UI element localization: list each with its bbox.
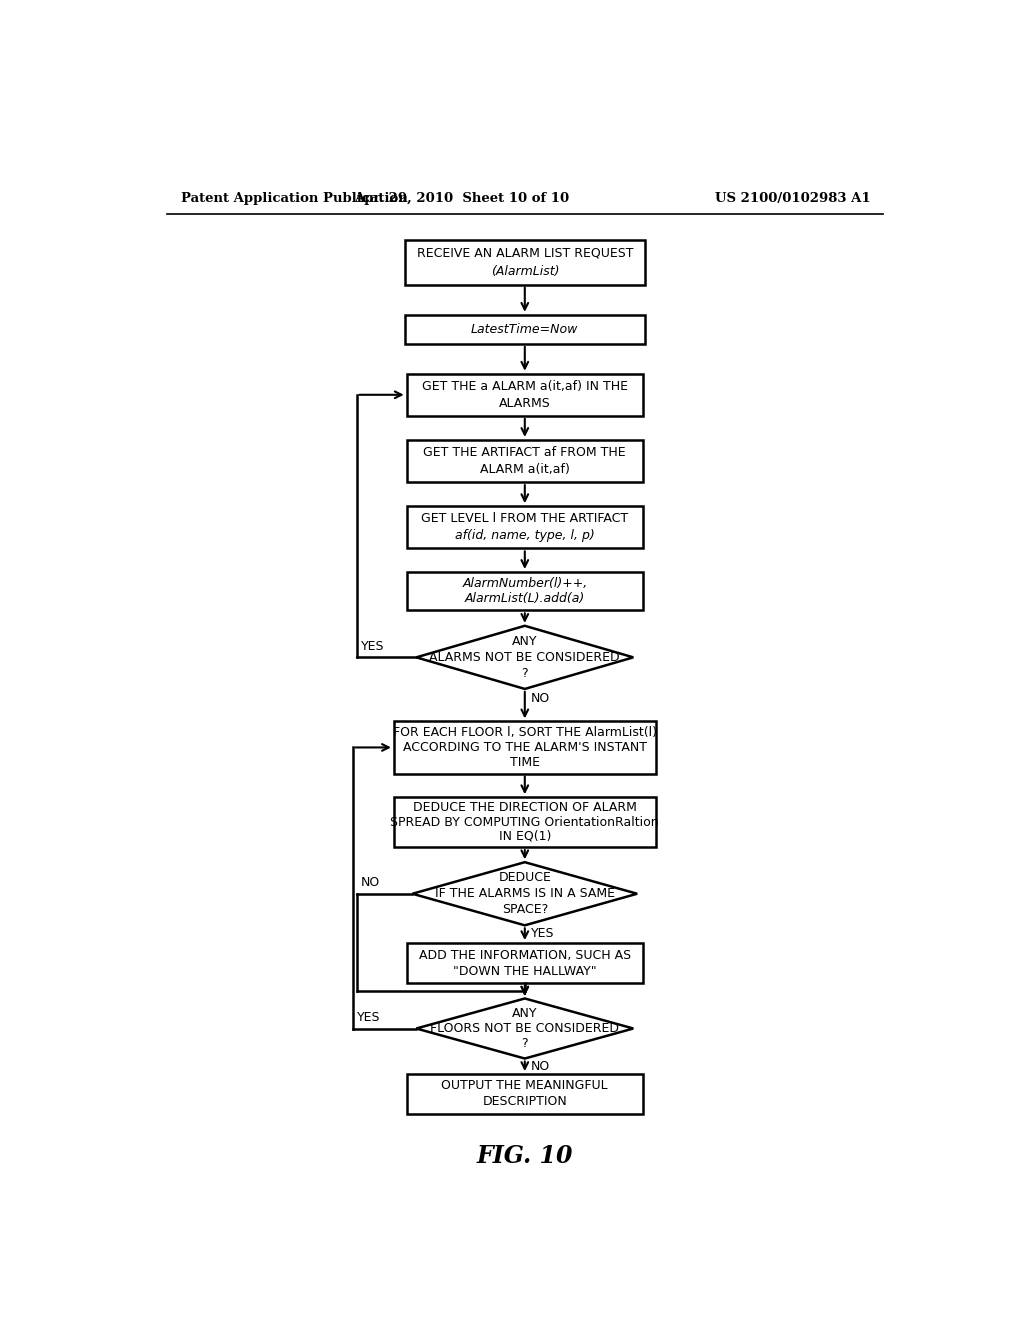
Text: DEDUCE THE DIRECTION OF ALARM: DEDUCE THE DIRECTION OF ALARM bbox=[413, 801, 637, 814]
Text: LatestTime=Now: LatestTime=Now bbox=[471, 323, 579, 335]
Text: NO: NO bbox=[360, 876, 380, 890]
Text: GET LEVEL l FROM THE ARTIFACT: GET LEVEL l FROM THE ARTIFACT bbox=[421, 512, 629, 525]
Text: ALARMS: ALARMS bbox=[499, 397, 551, 409]
FancyBboxPatch shape bbox=[394, 797, 655, 847]
Text: GET THE a ALARM a(it,af) IN THE: GET THE a ALARM a(it,af) IN THE bbox=[422, 380, 628, 393]
Text: ALARM a(it,af): ALARM a(it,af) bbox=[480, 463, 569, 477]
FancyBboxPatch shape bbox=[407, 942, 643, 983]
Text: OUTPUT THE MEANINGFUL: OUTPUT THE MEANINGFUL bbox=[441, 1080, 608, 1093]
FancyBboxPatch shape bbox=[407, 374, 643, 416]
Text: ANY: ANY bbox=[512, 635, 538, 648]
Text: NO: NO bbox=[531, 692, 550, 705]
Text: DEDUCE: DEDUCE bbox=[499, 871, 551, 884]
Text: YES: YES bbox=[356, 1011, 380, 1024]
FancyBboxPatch shape bbox=[404, 314, 645, 345]
Text: NO: NO bbox=[531, 1060, 550, 1073]
Text: IN EQ(1): IN EQ(1) bbox=[499, 830, 551, 843]
FancyBboxPatch shape bbox=[407, 440, 643, 482]
Text: FIG. 10: FIG. 10 bbox=[476, 1143, 573, 1168]
Text: TIME: TIME bbox=[510, 756, 540, 770]
Text: YES: YES bbox=[531, 927, 555, 940]
Text: SPREAD BY COMPUTING OrientationRaltion: SPREAD BY COMPUTING OrientationRaltion bbox=[390, 816, 659, 829]
FancyBboxPatch shape bbox=[404, 240, 645, 285]
Text: af(id, name, type, l, p): af(id, name, type, l, p) bbox=[455, 529, 595, 543]
FancyBboxPatch shape bbox=[394, 721, 655, 774]
Text: FLOORS NOT BE CONSIDERED: FLOORS NOT BE CONSIDERED bbox=[430, 1022, 620, 1035]
Text: US 2100/0102983 A1: US 2100/0102983 A1 bbox=[715, 191, 870, 205]
Text: YES: YES bbox=[360, 640, 384, 653]
Text: IF THE ALARMS IS IN A SAME: IF THE ALARMS IS IN A SAME bbox=[435, 887, 614, 900]
Text: SPACE?: SPACE? bbox=[502, 903, 548, 916]
Text: FOR EACH FLOOR l, SORT THE AlarmList(l): FOR EACH FLOOR l, SORT THE AlarmList(l) bbox=[393, 726, 656, 739]
Polygon shape bbox=[413, 862, 637, 925]
FancyBboxPatch shape bbox=[407, 572, 643, 610]
FancyBboxPatch shape bbox=[407, 1074, 643, 1114]
Text: ?: ? bbox=[521, 1038, 528, 1049]
Text: AlarmNumber(l)++,: AlarmNumber(l)++, bbox=[462, 577, 588, 590]
Polygon shape bbox=[417, 998, 633, 1059]
Text: RECEIVE AN ALARM LIST REQUEST: RECEIVE AN ALARM LIST REQUEST bbox=[417, 247, 633, 260]
Text: ACCORDING TO THE ALARM'S INSTANT: ACCORDING TO THE ALARM'S INSTANT bbox=[402, 741, 647, 754]
Text: DESCRIPTION: DESCRIPTION bbox=[482, 1096, 567, 1109]
Text: (AlarmList): (AlarmList) bbox=[490, 265, 559, 277]
FancyBboxPatch shape bbox=[407, 506, 643, 548]
Text: ADD THE INFORMATION, SUCH AS: ADD THE INFORMATION, SUCH AS bbox=[419, 949, 631, 961]
Text: Apr. 29, 2010  Sheet 10 of 10: Apr. 29, 2010 Sheet 10 of 10 bbox=[353, 191, 568, 205]
Text: ?: ? bbox=[521, 667, 528, 680]
Text: AlarmList(L).add(a): AlarmList(L).add(a) bbox=[465, 593, 585, 606]
Text: Patent Application Publication: Patent Application Publication bbox=[180, 191, 408, 205]
Text: ALARMS NOT BE CONSIDERED: ALARMS NOT BE CONSIDERED bbox=[429, 651, 621, 664]
Polygon shape bbox=[417, 626, 633, 689]
Text: "DOWN THE HALLWAY": "DOWN THE HALLWAY" bbox=[453, 965, 597, 978]
Text: ANY: ANY bbox=[512, 1007, 538, 1020]
Text: GET THE ARTIFACT af FROM THE: GET THE ARTIFACT af FROM THE bbox=[424, 446, 626, 459]
